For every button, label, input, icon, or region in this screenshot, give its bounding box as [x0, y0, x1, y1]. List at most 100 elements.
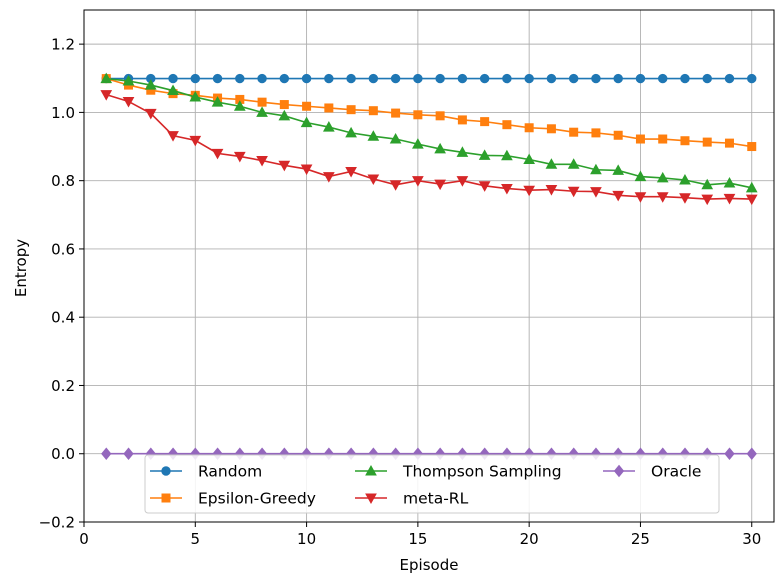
data-point-epsilon-greedy — [346, 105, 356, 115]
legend-box — [144, 454, 720, 514]
data-point-epsilon-greedy — [324, 103, 334, 113]
data-point-random — [279, 73, 290, 84]
data-point-meta-rl — [144, 108, 157, 120]
data-point-meta-rl — [211, 148, 224, 160]
data-point-random — [257, 73, 267, 84]
data-point-thompson-sampling — [256, 106, 268, 117]
series-line-thompson-sampling — [106, 77, 752, 189]
x-axis-label: Episode — [400, 556, 459, 574]
series-meta-rl — [100, 90, 758, 206]
data-point-random — [190, 73, 200, 84]
data-point-thompson-sampling — [345, 126, 357, 138]
data-point-meta-rl — [389, 180, 402, 191]
y-tick-label: −0.2 — [39, 514, 75, 532]
data-point-random — [368, 73, 379, 84]
x-tick-label: 5 — [191, 530, 201, 548]
series-lines — [100, 72, 758, 461]
legend-item-random: Random — [150, 463, 262, 481]
y-tick-label: 0.4 — [51, 309, 75, 327]
legend-marker-meta-rl — [365, 493, 377, 505]
data-point-meta-rl — [167, 131, 179, 142]
data-point-epsilon-greedy — [747, 142, 757, 152]
data-point-random — [435, 73, 445, 84]
data-point-thompson-sampling — [567, 158, 580, 169]
x-tick-label: 0 — [79, 530, 89, 548]
data-point-meta-rl — [122, 96, 135, 108]
data-point-meta-rl — [345, 166, 357, 178]
data-point-thompson-sampling — [634, 170, 647, 182]
data-point-thompson-sampling — [590, 163, 602, 175]
axis-ticks: 0 5 10 15 20 25 30 −0.2 0.0 0.2 0.4 0.6 0.8 1.0 1.2 — [39, 36, 762, 548]
data-point-thompson-sampling — [233, 100, 246, 111]
legend-marker-thompson-sampling — [365, 464, 377, 476]
data-point-thompson-sampling — [456, 146, 469, 157]
data-point-meta-rl — [367, 174, 380, 185]
x-tick-label: 20 — [520, 530, 539, 548]
data-point-thompson-sampling — [189, 91, 202, 102]
data-point-thompson-sampling — [278, 109, 291, 121]
data-point-meta-rl — [256, 156, 268, 167]
data-point-random — [524, 73, 534, 84]
data-point-epsilon-greedy — [569, 127, 579, 137]
data-point-thompson-sampling — [656, 171, 669, 183]
data-point-meta-rl — [100, 90, 113, 101]
data-point-meta-rl — [745, 194, 758, 206]
data-point-meta-rl — [701, 194, 714, 206]
x-tick-label: 30 — [742, 530, 761, 548]
data-point-meta-rl — [723, 193, 736, 205]
data-point-thompson-sampling — [122, 74, 135, 86]
data-point-epsilon-greedy — [702, 137, 712, 147]
data-point-epsilon-greedy — [502, 120, 512, 130]
data-point-random — [724, 73, 735, 84]
data-point-meta-rl — [322, 172, 335, 183]
data-point-epsilon-greedy — [635, 134, 645, 144]
data-point-epsilon-greedy — [480, 117, 490, 127]
data-point-thompson-sampling — [478, 149, 491, 160]
y-tick-label: 0.0 — [51, 445, 75, 463]
data-point-thompson-sampling — [211, 96, 224, 107]
data-point-thompson-sampling — [389, 132, 402, 144]
data-point-meta-rl — [278, 160, 291, 172]
legend-label-thompson-sampling: Thompson Sampling — [402, 463, 562, 481]
data-point-random — [680, 73, 690, 84]
data-point-epsilon-greedy — [279, 100, 289, 110]
data-point-thompson-sampling — [501, 149, 513, 161]
data-point-thompson-sampling — [523, 153, 536, 165]
legend-label-epsilon-greedy: Epsilon-Greedy — [198, 490, 316, 508]
data-point-random — [168, 73, 178, 84]
data-point-epsilon-greedy — [435, 111, 445, 121]
data-point-random — [212, 73, 223, 84]
data-point-thompson-sampling — [167, 84, 179, 96]
data-point-random — [390, 73, 401, 84]
data-point-epsilon-greedy — [524, 123, 534, 133]
data-point-oracle — [724, 447, 735, 461]
data-point-epsilon-greedy — [724, 138, 734, 148]
series-random — [101, 73, 757, 84]
data-point-meta-rl — [545, 185, 558, 196]
data-point-meta-rl — [523, 185, 536, 197]
legend-item-oracle: Oracle — [603, 463, 701, 481]
data-point-thompson-sampling — [367, 130, 380, 141]
data-point-epsilon-greedy — [302, 101, 312, 111]
plot-frame — [83, 9, 775, 523]
data-point-random — [702, 73, 712, 84]
data-point-meta-rl — [567, 186, 580, 198]
y-tick-label: 1.0 — [51, 104, 75, 122]
data-point-thompson-sampling — [412, 138, 424, 149]
legend-label-meta-rl: meta-RL — [403, 490, 469, 508]
data-point-oracle — [123, 447, 134, 461]
data-point-meta-rl — [679, 193, 691, 204]
legend-label-random: Random — [198, 463, 262, 481]
legend-item-meta-rl: meta-RL — [355, 490, 469, 508]
data-point-random — [235, 73, 245, 84]
data-point-random — [568, 73, 579, 84]
x-tick-label: 25 — [631, 530, 650, 548]
series-thompson-sampling — [100, 72, 758, 193]
data-point-meta-rl — [233, 151, 246, 163]
data-point-epsilon-greedy — [391, 108, 401, 118]
data-point-meta-rl — [456, 176, 469, 187]
data-point-random — [546, 73, 557, 84]
legend: Random Epsilon-Greedy Thompson Sampling met… — [144, 454, 720, 514]
data-point-epsilon-greedy — [413, 110, 423, 120]
